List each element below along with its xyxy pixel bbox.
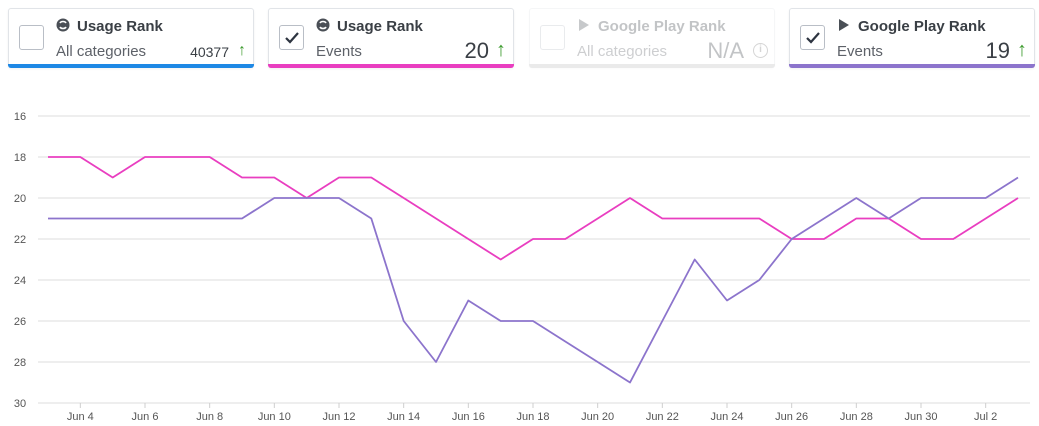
card-checkbox[interactable] (19, 25, 44, 50)
x-tick-label: Jun 4 (67, 411, 94, 423)
card-subtitle: All categories (56, 43, 147, 60)
card-checkbox (540, 25, 565, 50)
x-tick-label: Jun 24 (710, 411, 743, 423)
y-tick-label: 16 (14, 111, 26, 123)
checkmark-icon (806, 32, 820, 44)
card-subtitle: All categories (577, 43, 668, 60)
usage-rank-all-categories-card[interactable]: Usage Rank All categories 40377 ↑ (8, 8, 254, 68)
x-tick-label: Jul 2 (974, 411, 997, 423)
x-tick-label: Jun 30 (904, 411, 937, 423)
y-tick-label: 26 (14, 316, 26, 328)
x-tick-label: Jun 20 (581, 411, 614, 423)
x-tick-label: Jun 26 (775, 411, 808, 423)
google-play-rank-all-categories-card: Google Play Rank All categories N/A i (529, 8, 775, 68)
card-accent-bar (268, 64, 514, 68)
checkmark-icon (285, 32, 299, 44)
card-checkbox[interactable] (800, 25, 825, 50)
card-value: 19 (985, 38, 1010, 63)
card-subtitle: Events (837, 43, 883, 60)
x-tick-label: Jun 22 (646, 411, 679, 423)
card-title: Usage Rank (77, 18, 163, 35)
series-line-0 (48, 156, 1019, 261)
similarweb-icon (56, 18, 70, 32)
y-tick-label: 28 (14, 357, 26, 369)
card-title: Google Play Rank (858, 18, 986, 35)
info-icon[interactable]: i (753, 43, 768, 58)
usage-rank-events-card[interactable]: Usage Rank Events 20 ↑ (268, 8, 514, 68)
card-accent-bar (529, 64, 775, 68)
card-accent-bar (8, 64, 254, 68)
x-tick-label: Jun 14 (387, 411, 420, 423)
y-tick-label: 20 (14, 193, 26, 205)
x-tick-label: Jun 10 (258, 411, 291, 423)
trend-up-icon: ↑ (1017, 39, 1027, 61)
y-tick-label: 24 (14, 275, 26, 287)
x-tick-label: Jun 6 (132, 411, 159, 423)
google-play-icon (579, 19, 589, 31)
card-value: 20 (464, 38, 489, 63)
card-value: 40377 (190, 44, 229, 60)
x-tick-label: Jun 16 (452, 411, 485, 423)
trend-up-icon: ↑ (238, 42, 246, 59)
x-tick-label: Jun 12 (322, 411, 355, 423)
y-tick-label: 30 (14, 398, 26, 410)
metric-cards: Usage Rank All categories 40377 ↑ Usage … (8, 8, 1035, 70)
card-value: N/A (707, 38, 744, 63)
google-play-icon (839, 19, 849, 31)
x-tick-label: Jun 28 (840, 411, 873, 423)
x-tick-label: Jun 18 (516, 411, 549, 423)
x-tick-label: Jun 8 (196, 411, 223, 423)
y-tick-label: 22 (14, 234, 26, 246)
trend-up-icon: ↑ (496, 39, 506, 61)
y-tick-label: 18 (14, 152, 26, 164)
similarweb-icon (316, 18, 330, 32)
card-checkbox[interactable] (279, 25, 304, 50)
card-subtitle: Events (316, 43, 362, 60)
series-line-1 (48, 176, 1019, 384)
rank-line-chart: 16 18 20 22 24 26 28 30 Jun 4 Jun 6 Jun 8 Jun 10 Jun… (14, 111, 1030, 423)
card-accent-bar (789, 64, 1035, 68)
google-play-rank-events-card[interactable]: Google Play Rank Events 19 ↑ (789, 8, 1035, 68)
card-title: Google Play Rank (598, 18, 726, 35)
card-title: Usage Rank (337, 18, 423, 35)
